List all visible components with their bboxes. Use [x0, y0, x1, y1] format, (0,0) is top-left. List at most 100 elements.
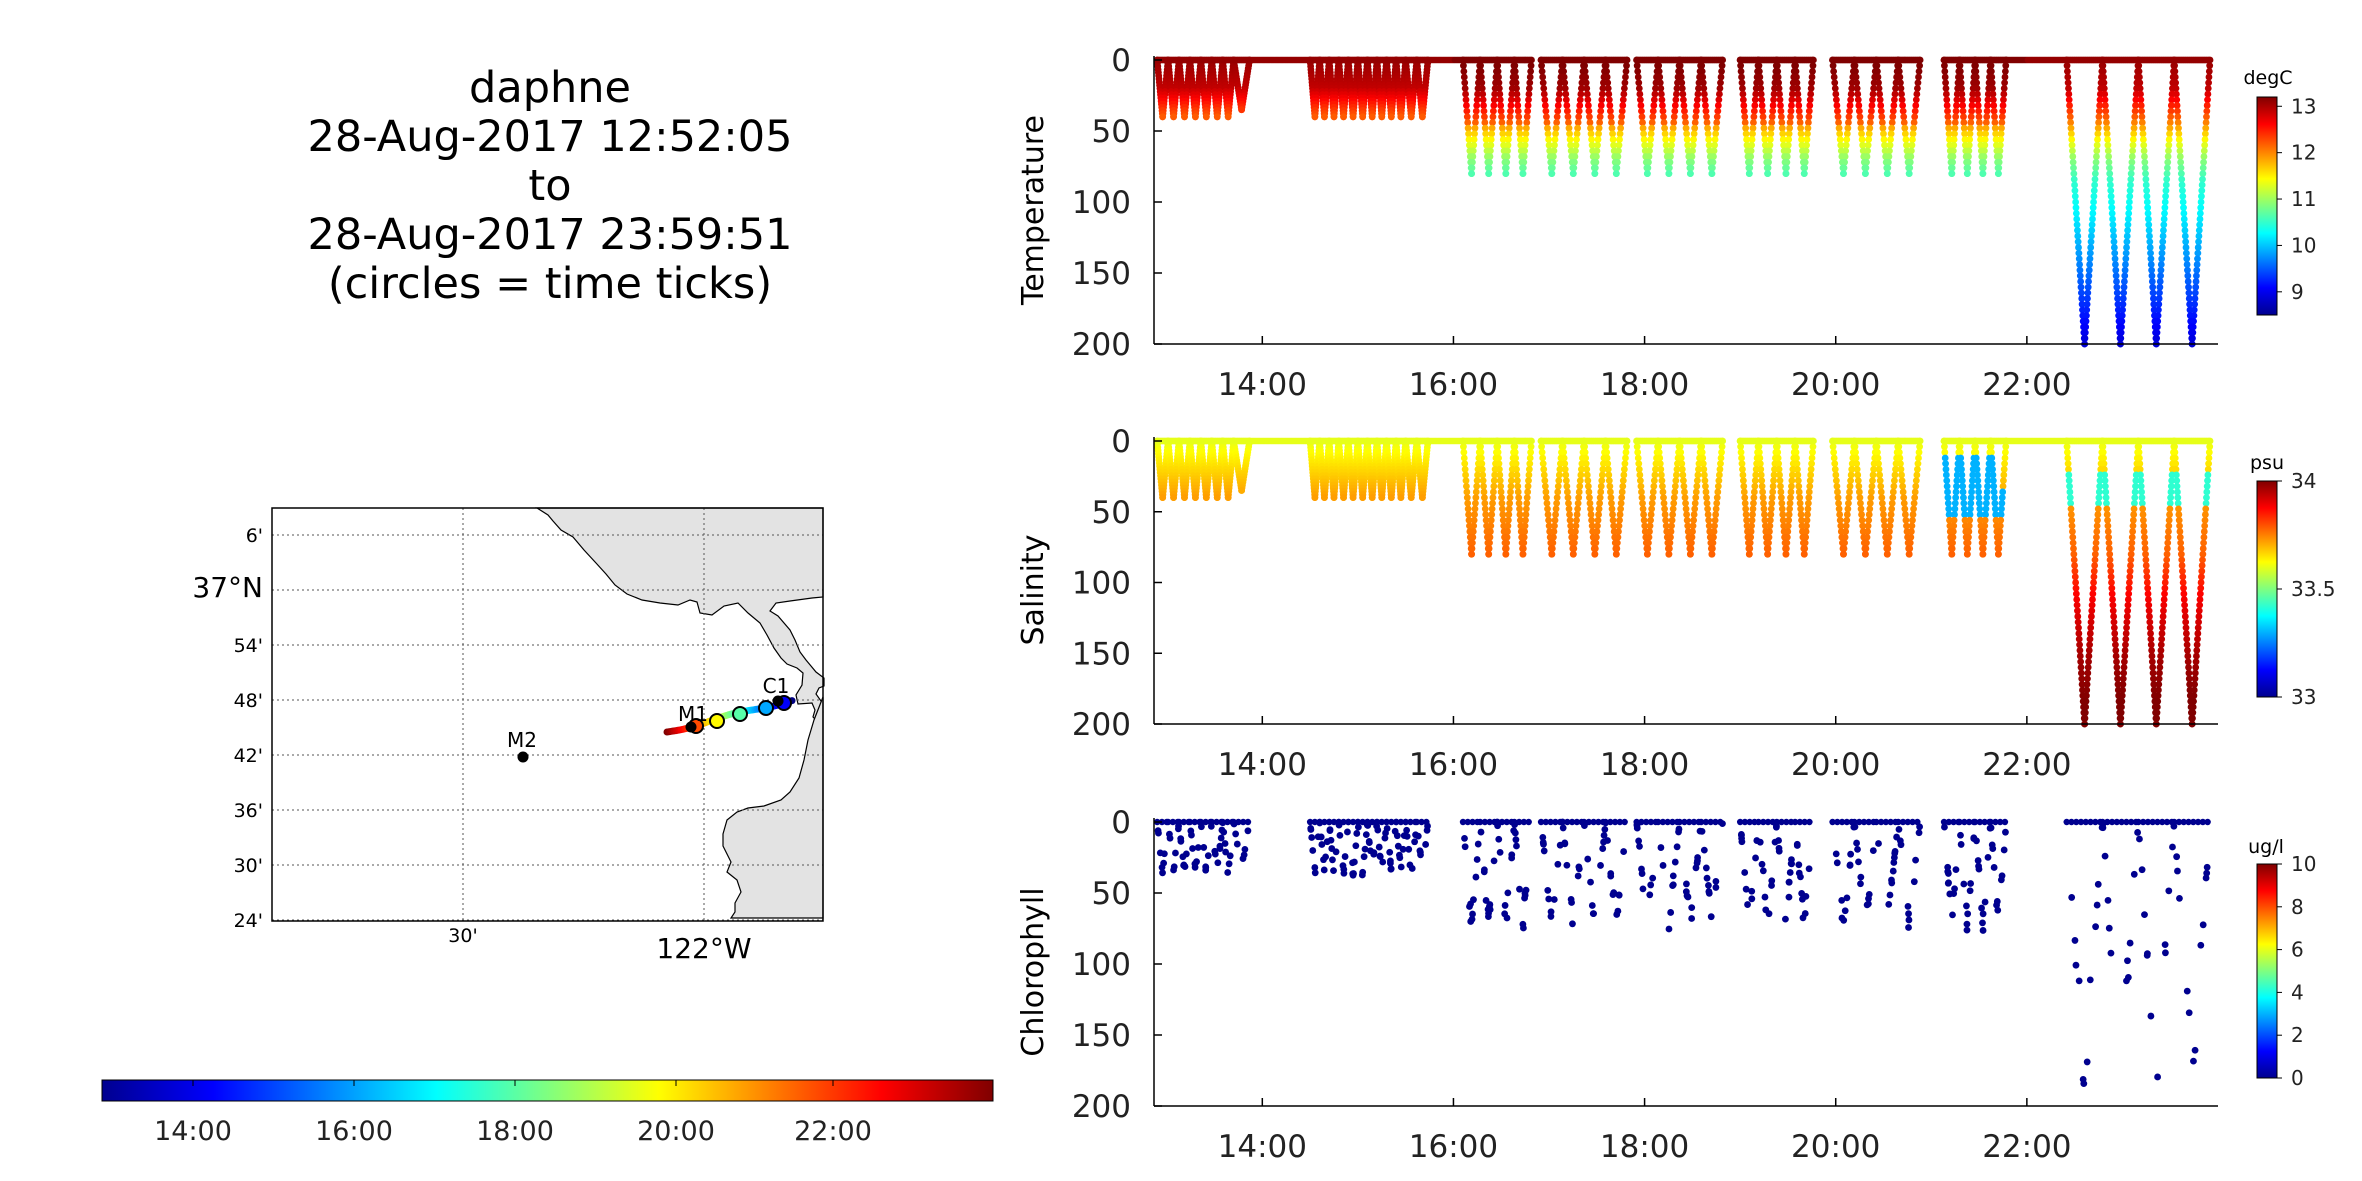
data-point [1868, 107, 1875, 115]
data-point [1595, 130, 1602, 138]
data-point [1495, 73, 1502, 81]
data-point [1603, 67, 1611, 75]
salinity-data [1153, 437, 2214, 728]
data-point [1587, 130, 1595, 138]
data-point [1615, 147, 1622, 155]
data-point [1808, 437, 1816, 445]
data-point [1739, 85, 1746, 92]
data-point [1610, 141, 1618, 149]
data-point [1612, 170, 1620, 178]
data-point [1545, 136, 1552, 143]
data-point [1569, 550, 1577, 558]
data-point [1895, 67, 1903, 75]
data-point [1963, 170, 1971, 178]
data-point [1658, 96, 1666, 104]
data-point [1751, 96, 1759, 104]
data-point [1584, 96, 1592, 104]
data-point [1541, 96, 1549, 104]
data-point [1594, 136, 1602, 143]
data-point [1883, 550, 1891, 558]
time-colorbar: 14:00 16:00 18:00 20:00 22:00 [101, 1079, 994, 1147]
data-point [1666, 158, 1674, 166]
data-point [1587, 124, 1594, 132]
data-point [1460, 73, 1468, 81]
data-point [1878, 113, 1886, 121]
glider-track [663, 695, 796, 736]
data-point [1543, 113, 1550, 121]
data-point [1948, 170, 1956, 178]
data-point [1777, 102, 1784, 109]
data-point [1705, 136, 1713, 143]
data-point [1786, 119, 1794, 126]
data-point [1779, 136, 1787, 143]
data-point [1650, 102, 1658, 109]
data-point [1803, 136, 1811, 143]
data-point [1539, 79, 1547, 87]
data-point [1359, 113, 1367, 121]
data-point [1759, 107, 1766, 115]
data-point [1159, 494, 1167, 501]
data-point [1407, 113, 1415, 121]
data-point [1718, 62, 1726, 70]
data-point [1645, 158, 1652, 166]
time-tick-circle [732, 706, 748, 722]
data-point [1833, 102, 1841, 109]
data-point [1792, 62, 1799, 70]
data-point [1473, 102, 1481, 109]
data-point [1612, 550, 1620, 558]
data-point [1884, 164, 1892, 172]
data-point [1853, 85, 1861, 92]
data-point [1879, 124, 1887, 132]
data-point [1554, 107, 1562, 115]
data-point [1526, 73, 1534, 81]
data-point [1869, 90, 1877, 98]
data-point [1502, 550, 1510, 558]
data-point [1742, 124, 1750, 132]
data-point [1847, 90, 1855, 98]
data-point [1515, 113, 1523, 121]
data-point [1636, 96, 1644, 104]
data-point [1566, 136, 1574, 143]
data-point [1224, 113, 1232, 121]
data-point [1643, 170, 1651, 178]
data-point [1834, 107, 1841, 115]
data-point [1764, 164, 1772, 172]
data-point [1521, 141, 1529, 149]
data-point [1330, 494, 1338, 501]
map-lat-label: 6' [246, 525, 263, 547]
data-point [1915, 73, 1922, 81]
data-point [1783, 164, 1790, 172]
data-point [1680, 102, 1688, 109]
data-point [1854, 90, 1862, 98]
data-point [1886, 141, 1894, 149]
data-point [1673, 85, 1681, 92]
data-point [1581, 67, 1589, 75]
data-point [1499, 130, 1507, 138]
data-point [1621, 79, 1629, 87]
data-point [1756, 73, 1764, 81]
data-point [1660, 119, 1668, 126]
data-point [1181, 494, 1188, 501]
data-point [1914, 79, 1922, 87]
data-point [1525, 96, 1532, 104]
data-point [1765, 158, 1772, 166]
data-point [1676, 62, 1684, 70]
data-point [1689, 147, 1696, 155]
data-point [1574, 119, 1582, 126]
data-point [1502, 170, 1510, 178]
y-tick-label: 150 [1072, 256, 1131, 292]
data-point [1485, 164, 1493, 172]
data-point [1830, 67, 1838, 75]
data-point [1623, 437, 1630, 445]
data-point [1895, 62, 1903, 70]
data-point [1737, 67, 1745, 75]
data-point [1507, 107, 1514, 115]
data-point [1488, 130, 1496, 138]
data-point [1582, 73, 1590, 81]
map-lon-label: 122°W [656, 932, 751, 965]
data-point [1866, 124, 1874, 132]
data-point [1869, 96, 1876, 104]
data-point [1877, 107, 1885, 115]
data-point [1774, 73, 1782, 81]
